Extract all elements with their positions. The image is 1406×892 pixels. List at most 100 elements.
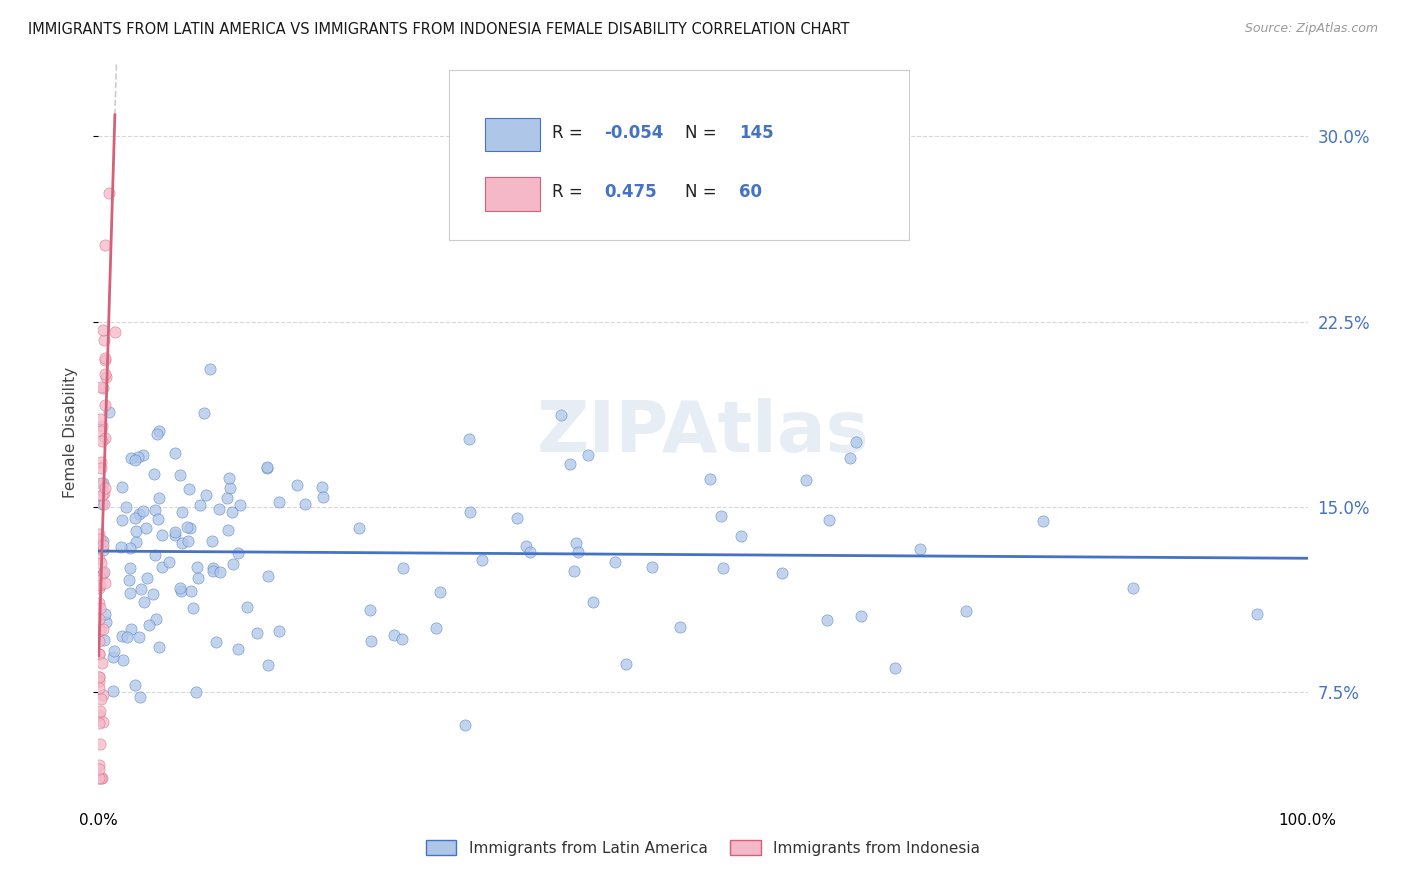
Point (460, 505, 482, 519)
Point (222, 558, 245, 572)
Point (699, 472, 721, 486)
Point (93, 486, 115, 500)
Point (218, 471, 240, 485)
Point (839, 451, 862, 466)
Point (246, 626, 269, 640)
Point (163, 528, 186, 542)
Text: IMMIGRANTS FROM LATIN AMERICA VS IMMIGRANTS FROM INDONESIA FEMALE DISABILITY COR: IMMIGRANTS FROM LATIN AMERICA VS IMMIGRA… (28, 22, 849, 37)
Point (150, 527, 173, 541)
Point (87, 771, 110, 785)
Point (89, 674, 111, 689)
Point (170, 536, 193, 550)
Point (285, 477, 308, 491)
Point (200, 534, 222, 549)
Point (111, 629, 134, 643)
Point (90, 434, 112, 448)
Point (226, 642, 249, 657)
Point (120, 451, 142, 466)
Point (143, 548, 166, 562)
Point (165, 525, 187, 540)
Point (256, 459, 278, 474)
Point (89, 569, 111, 583)
Point (429, 585, 451, 599)
Point (198, 361, 221, 376)
Point (256, 461, 278, 475)
Point (90, 556, 112, 570)
Point (89, 600, 111, 615)
Point (208, 502, 231, 516)
Point (195, 488, 218, 502)
Point (425, 621, 447, 635)
Point (181, 601, 204, 615)
Point (111, 653, 134, 667)
Point (713, 561, 735, 575)
Text: R =: R = (551, 183, 593, 201)
Point (188, 498, 211, 512)
Point (93, 367, 115, 381)
Point (87, 771, 110, 785)
Point (101, 683, 124, 698)
Point (97, 186, 120, 200)
Point (120, 622, 142, 636)
Point (128, 690, 150, 704)
Point (87, 647, 110, 661)
FancyBboxPatch shape (485, 178, 540, 211)
Point (142, 587, 165, 601)
Point (111, 513, 134, 527)
Point (454, 717, 477, 731)
Point (89, 681, 111, 696)
Point (89, 758, 111, 772)
Point (93, 566, 115, 581)
Point (93, 481, 115, 495)
Point (148, 424, 170, 438)
Point (103, 643, 125, 657)
Point (91, 497, 114, 511)
Point (96, 370, 118, 384)
Point (117, 630, 139, 644)
Point (614, 657, 637, 671)
Point (124, 452, 146, 467)
Point (955, 604, 977, 618)
Point (179, 521, 201, 535)
Point (883, 660, 905, 674)
Point (391, 561, 413, 575)
Point (94, 615, 117, 630)
Y-axis label: Female Disability: Female Disability (63, 367, 77, 499)
Point (103, 650, 125, 665)
Point (193, 406, 215, 420)
Text: ZIPAtlas: ZIPAtlas (537, 398, 869, 467)
Point (111, 480, 134, 494)
Point (150, 560, 173, 574)
Point (815, 613, 838, 627)
Text: 0.475: 0.475 (603, 183, 657, 201)
Point (143, 503, 166, 517)
Text: N =: N = (685, 124, 721, 142)
Point (226, 546, 249, 560)
Point (180, 583, 202, 598)
Point (125, 535, 148, 549)
Point (205, 635, 228, 649)
Point (184, 685, 207, 699)
Point (114, 500, 136, 515)
Point (148, 512, 170, 526)
Point (94, 607, 117, 621)
Point (127, 450, 149, 465)
Point (217, 523, 239, 537)
Point (91, 488, 114, 502)
Point (360, 633, 382, 648)
Point (90, 475, 112, 490)
Point (148, 491, 170, 506)
Point (567, 545, 589, 559)
Point (311, 480, 333, 494)
Text: Source: ZipAtlas.com: Source: ZipAtlas.com (1244, 22, 1378, 36)
Point (90, 380, 112, 394)
Point (519, 545, 541, 559)
Point (576, 448, 599, 462)
Point (157, 556, 180, 570)
Point (209, 565, 232, 579)
Point (215, 491, 238, 505)
Point (91, 688, 114, 702)
Point (87, 647, 110, 661)
Legend: Immigrants from Latin America, Immigrants from Indonesia: Immigrants from Latin America, Immigrant… (420, 834, 986, 862)
Point (118, 561, 141, 575)
